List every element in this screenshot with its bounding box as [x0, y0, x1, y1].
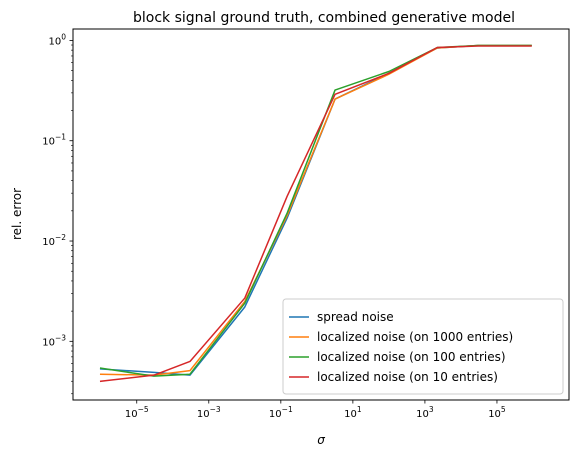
x-tick-label: 10−3: [197, 405, 221, 420]
legend-label-1: spread noise: [317, 310, 394, 324]
legend-label-3: localized noise (on 100 entries): [317, 350, 506, 364]
x-tick-label: 101: [344, 405, 362, 420]
y-tick-label: 10−1: [42, 133, 66, 148]
legend-label-4: localized noise (on 10 entries): [317, 370, 498, 384]
series-line-4: [99, 45, 532, 383]
x-axis-label: σ: [317, 433, 325, 447]
chart-title: block signal ground truth, combined gene…: [133, 10, 515, 26]
x-tick-label: 10−5: [125, 405, 149, 420]
y-tick-label: 10−2: [42, 233, 66, 248]
x-tick-label: 103: [416, 405, 434, 420]
y-tick-label: 100: [48, 32, 66, 47]
y-axis-label: rel. error: [10, 188, 24, 240]
plot-frame: [72, 28, 570, 401]
legend: spread noise localized noise (on 1000 ent…: [282, 298, 564, 395]
y-tick-label: 10−3: [42, 333, 66, 348]
plot-layer: [99, 44, 532, 383]
x-tick-label: 105: [488, 405, 506, 420]
legend-label-2: localized noise (on 1000 entries): [317, 330, 513, 344]
x-tick-label: 10−1: [269, 405, 293, 420]
ticks-layer: 10−5 10−3 10−1 101 103 105 10−3 10−2 10−1 100: [42, 32, 506, 420]
legend-frame: [282, 298, 564, 395]
